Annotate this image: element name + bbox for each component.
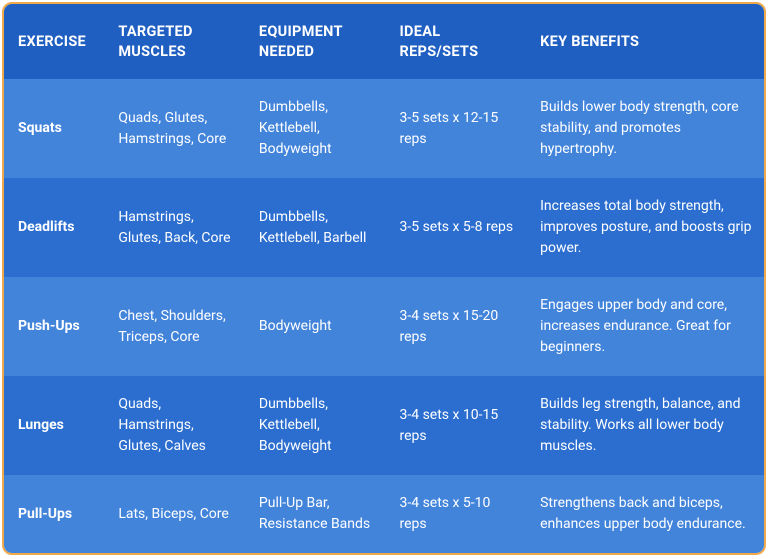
- cell-benefits: Engages upper body and core, increases e…: [526, 277, 764, 376]
- cell-benefits: Builds leg strength, balance, and stabil…: [526, 376, 764, 475]
- cell-muscles: Chest, Shoulders, Triceps, Core: [104, 277, 245, 376]
- col-header-muscles: TARGETED MUSCLES: [104, 4, 245, 79]
- col-header-benefits: KEY BENEFITS: [526, 4, 764, 79]
- cell-equipment: Bodyweight: [245, 277, 386, 376]
- cell-muscles: Hamstrings, Glutes, Back, Core: [104, 178, 245, 277]
- col-header-equipment: EQUIPMENT NEEDED: [245, 4, 386, 79]
- cell-reps: 3-5 sets x 12-15 reps: [386, 79, 527, 178]
- cell-benefits: Builds lower body strength, core stabili…: [526, 79, 764, 178]
- table-header-row: EXERCISE TARGETED MUSCLES EQUIPMENT NEED…: [4, 4, 764, 79]
- cell-equipment: Dumbbells, Kettlebell, Bodyweight: [245, 79, 386, 178]
- cell-muscles: Lats, Biceps, Core: [104, 475, 245, 553]
- exercise-table-container: EXERCISE TARGETED MUSCLES EQUIPMENT NEED…: [2, 2, 766, 555]
- cell-reps: 3-4 sets x 15-20 reps: [386, 277, 527, 376]
- cell-reps: 3-4 sets x 10-15 reps: [386, 376, 527, 475]
- cell-reps: 3-5 sets x 5-8 reps: [386, 178, 527, 277]
- cell-benefits: Strengthens back and biceps, enhances up…: [526, 475, 764, 553]
- cell-exercise: Pull-Ups: [4, 475, 104, 553]
- cell-exercise: Deadlifts: [4, 178, 104, 277]
- cell-equipment: Dumbbells, Kettlebell, Barbell: [245, 178, 386, 277]
- cell-equipment: Dumbbells, Kettlebell, Bodyweight: [245, 376, 386, 475]
- cell-muscles: Quads, Glutes, Hamstrings, Core: [104, 79, 245, 178]
- table-row: Lunges Quads, Hamstrings, Glutes, Calves…: [4, 376, 764, 475]
- cell-equipment: Pull-Up Bar, Resistance Bands: [245, 475, 386, 553]
- cell-muscles: Quads, Hamstrings, Glutes, Calves: [104, 376, 245, 475]
- cell-reps: 3-4 sets x 5-10 reps: [386, 475, 527, 553]
- exercise-table: EXERCISE TARGETED MUSCLES EQUIPMENT NEED…: [4, 4, 764, 553]
- cell-exercise: Lunges: [4, 376, 104, 475]
- table-body: Squats Quads, Glutes, Hamstrings, Core D…: [4, 79, 764, 553]
- col-header-exercise: EXERCISE: [4, 4, 104, 79]
- col-header-reps: IDEAL REPS/SETS: [386, 4, 527, 79]
- cell-exercise: Push-Ups: [4, 277, 104, 376]
- table-row: Squats Quads, Glutes, Hamstrings, Core D…: [4, 79, 764, 178]
- cell-exercise: Squats: [4, 79, 104, 178]
- table-row: Pull-Ups Lats, Biceps, Core Pull-Up Bar,…: [4, 475, 764, 553]
- table-row: Push-Ups Chest, Shoulders, Triceps, Core…: [4, 277, 764, 376]
- cell-benefits: Increases total body strength, improves …: [526, 178, 764, 277]
- table-row: Deadlifts Hamstrings, Glutes, Back, Core…: [4, 178, 764, 277]
